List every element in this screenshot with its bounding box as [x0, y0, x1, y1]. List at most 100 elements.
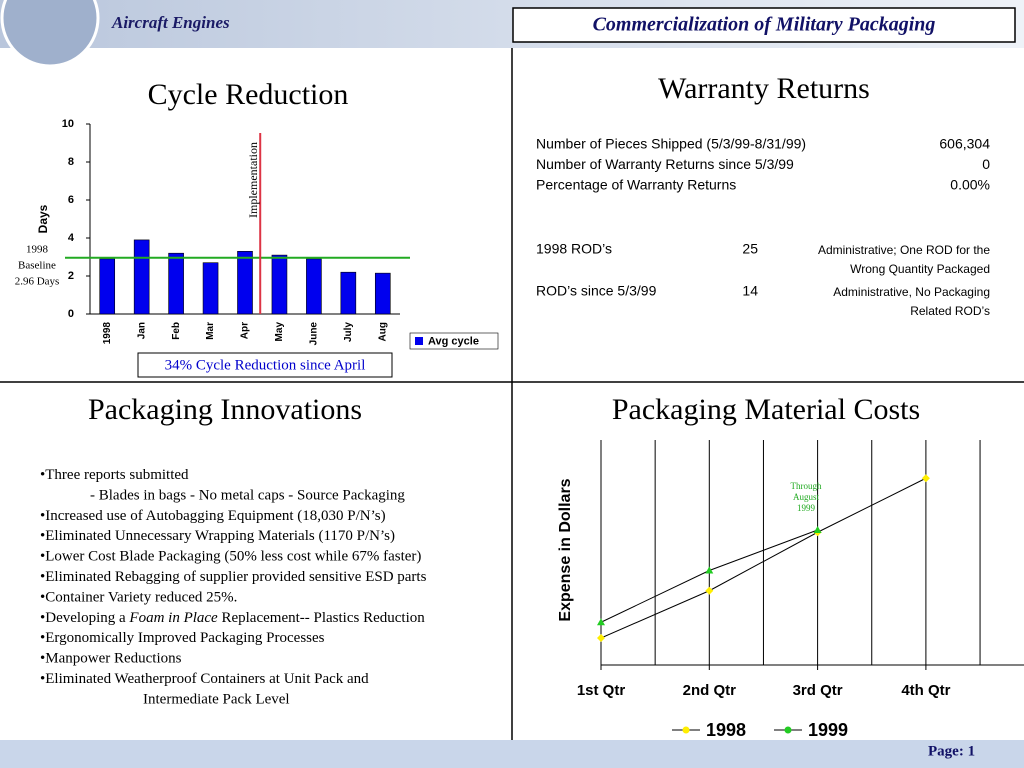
rod-count: 25: [742, 241, 758, 257]
list-text: •Eliminated Rebagging of supplier provid…: [40, 569, 427, 585]
logo: [0, 0, 100, 68]
y-tick-label: 2: [68, 270, 74, 282]
list-text: •Eliminated Unnecessary Wrapping Materia…: [40, 529, 395, 545]
list-text: •Developing a: [40, 610, 129, 626]
list-item: •Developing a Foam in Place Replacement-…: [40, 610, 425, 626]
bar: [340, 271, 357, 315]
y-axis-label: Expense in Dollars: [557, 478, 574, 621]
stat-label: Number of Warranty Returns since 5/3/99: [536, 156, 794, 172]
stat-label: Percentage of Warranty Returns: [536, 177, 736, 193]
x-tick-label: Aug: [377, 322, 388, 341]
bar: [202, 262, 219, 315]
baseline-label: 1998: [26, 244, 49, 256]
bar: [306, 258, 322, 315]
bar: [374, 272, 391, 315]
list-item: •Increased use of Autobagging Equipment …: [40, 508, 386, 524]
title-box: [512, 7, 1016, 43]
stat-value: 0.00%: [950, 177, 990, 193]
legend-label: 1998: [706, 720, 746, 740]
list-text: - Blades in bags - No metal caps - Sourc…: [90, 488, 405, 504]
bar: [133, 239, 150, 315]
marker: [705, 586, 714, 595]
legend-label: Avg cycle: [428, 335, 479, 347]
marker: [813, 526, 822, 533]
section-title: Warranty Returns: [658, 72, 870, 105]
list-text: •Increased use of Autobagging Equipment …: [40, 508, 386, 524]
bar: [99, 258, 116, 315]
x-tick-label: Apr: [240, 322, 251, 339]
x-tick-label: Mar: [205, 322, 216, 340]
list-text: •Container Variety reduced 25%.: [40, 590, 237, 606]
list-text: Foam in Place: [128, 610, 218, 626]
x-tick-label: June: [309, 322, 320, 346]
baseline-label: Baseline: [18, 260, 56, 272]
list-item: •Lower Cost Blade Packaging (50% less co…: [40, 549, 421, 565]
rod-note: Administrative, No Packaging: [833, 285, 990, 299]
page-number: Page: 1: [928, 743, 975, 759]
marker: [597, 634, 605, 642]
annotation: Implementation: [246, 142, 260, 218]
list-item: •Ergonomically Improved Packaging Proces…: [40, 631, 325, 647]
y-axis-label: Days: [36, 204, 50, 233]
bar: [237, 251, 253, 315]
bar: [168, 252, 184, 315]
x-tick-label: May: [274, 322, 285, 342]
list-text: Intermediate Pack Level: [143, 692, 290, 708]
y-tick-label: 10: [62, 118, 74, 130]
list-text: •Three reports submitted: [40, 467, 189, 483]
series-line: [600, 477, 927, 639]
rod-count: 14: [742, 283, 758, 299]
x-tick-label: Feb: [171, 322, 182, 340]
legend-swatch: [784, 726, 792, 734]
legend-swatch: [682, 726, 690, 734]
slide-title: Commercialization of Military Packaging: [593, 14, 936, 36]
footer-bar: [0, 740, 1024, 768]
list-text: •Manpower Reductions: [40, 651, 182, 667]
marker: [705, 566, 714, 574]
legend-swatch: [415, 337, 423, 345]
note-box: [137, 352, 393, 378]
y-tick-label: 8: [68, 156, 74, 168]
stat-label: Number of Pieces Shipped (5/3/99-8/31/99…: [536, 136, 806, 152]
annotation: August: [793, 492, 820, 502]
marker: [921, 474, 930, 483]
rod-note: Related ROD’s: [910, 304, 990, 318]
x-tick-label: Jan: [136, 322, 147, 339]
rod-label: 1998 ROD’s: [536, 241, 612, 257]
list-item: •Eliminated Unnecessary Wrapping Materia…: [40, 529, 395, 545]
section-title: Cycle Reduction: [148, 78, 349, 111]
section-title: Packaging Innovations: [88, 393, 362, 426]
y-tick-label: 0: [68, 308, 74, 320]
list-text: •Eliminated Weatherproof Containers at U…: [40, 671, 369, 687]
x-tick-label: 1998: [102, 322, 113, 345]
list-text: •Lower Cost Blade Packaging (50% less co…: [40, 549, 421, 565]
y-tick-label: 6: [68, 194, 74, 206]
list-item: - Blades in bags - No metal caps - Sourc…: [90, 488, 405, 504]
baseline-label: 2.96 Days: [15, 276, 60, 288]
note: 34% Cycle Reduction since April: [165, 357, 366, 373]
list-item: •Eliminated Rebagging of supplier provid…: [40, 569, 427, 585]
x-tick-label: July: [343, 322, 354, 342]
legend-label: 1999: [808, 720, 848, 740]
stat-value: 0: [982, 156, 990, 172]
list-item: •Manpower Reductions: [40, 651, 182, 667]
bar: [271, 254, 288, 315]
y-tick-label: 4: [68, 232, 75, 244]
rod-label: ROD’s since 5/3/99: [536, 283, 657, 299]
x-tick-label: 4th Qtr: [901, 682, 950, 699]
list-text: •Ergonomically Improved Packaging Proces…: [40, 631, 325, 647]
section-title: Packaging Material Costs: [612, 393, 920, 426]
annotation: Through: [791, 481, 822, 491]
stat-value: 606,304: [939, 136, 990, 152]
list-item: •Container Variety reduced 25%.: [40, 590, 237, 606]
list-text: Replacement-- Plastics Reduction: [218, 610, 426, 626]
marker: [597, 618, 605, 626]
x-tick-label: 1st Qtr: [577, 682, 626, 699]
x-tick-label: 3rd Qtr: [793, 682, 843, 699]
list-item: Intermediate Pack Level: [143, 692, 290, 708]
legend-box: [409, 332, 499, 350]
annotation: 1999: [797, 503, 816, 513]
list-item: •Eliminated Weatherproof Containers at U…: [40, 671, 369, 687]
x-tick-label: 2nd Qtr: [683, 682, 736, 699]
